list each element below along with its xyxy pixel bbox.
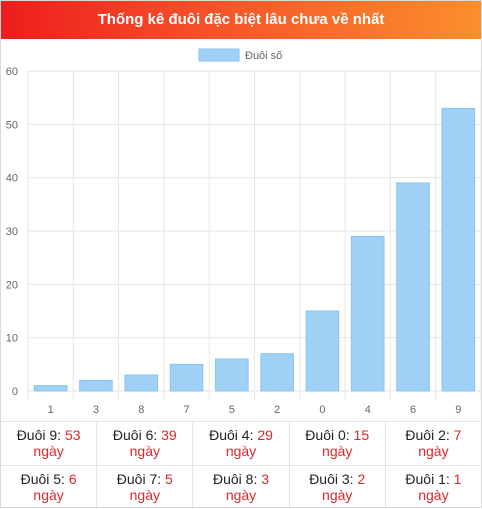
- x-tick-label: 3: [93, 404, 99, 416]
- cell-label: Đuôi 6:: [112, 427, 158, 443]
- cell-unit: ngày: [322, 487, 353, 503]
- stats-row: Đuôi 5: 6 ngày Đuôi 7: 5 ngày Đuôi 8: 3 …: [1, 465, 481, 509]
- cell-label: Đuôi 0:: [305, 427, 350, 443]
- cell-unit: ngày: [225, 443, 257, 459]
- cell-unit: ngày: [322, 443, 353, 459]
- bar-tail-0[interactable]: [305, 310, 340, 392]
- cell-value: 6: [68, 471, 77, 487]
- stats-cell: Đuôi 8: 3 ngày: [192, 466, 288, 509]
- cell-value: 7: [453, 427, 462, 443]
- x-tick-label: 7: [183, 404, 189, 416]
- cell-label: Đuôi 1:: [405, 471, 450, 487]
- bar-tail-3[interactable]: [79, 379, 113, 392]
- bar-tail-6[interactable]: [396, 182, 430, 392]
- bar-tail-4[interactable]: [350, 235, 385, 392]
- x-tick-label: 2: [274, 404, 280, 416]
- cell-label: Đuôi 4:: [209, 427, 254, 443]
- x-tick-label: 0: [319, 404, 325, 416]
- x-axis-ticks: 1 3 8 7 5 2 0 4 6 9: [48, 404, 462, 416]
- x-tick-label: 6: [410, 404, 416, 416]
- y-tick-label: 30: [6, 226, 18, 238]
- cell-label: Đuôi 7:: [116, 471, 162, 487]
- bar-tail-9[interactable]: [441, 107, 476, 392]
- cell-value: 1: [453, 471, 462, 487]
- y-tick-label: 0: [12, 386, 18, 398]
- cell-unit: ngày: [33, 487, 64, 503]
- stats-cell: Đuôi 3: 2 ngày: [288, 466, 385, 509]
- stats-cell: Đuôi 6: 39 ngày: [96, 422, 192, 465]
- x-tick-label: 9: [455, 404, 461, 416]
- cell-unit: ngày: [129, 487, 160, 503]
- cell-value: 5: [165, 471, 173, 487]
- cell-label: Đuôi 2:: [405, 427, 450, 443]
- x-tick-label: 1: [48, 404, 54, 416]
- cell-label: Đuôi 5:: [20, 471, 65, 487]
- x-tick-label: 4: [365, 404, 371, 416]
- cell-unit: ngày: [418, 487, 449, 503]
- cell-value: 53: [64, 427, 81, 443]
- card-title: Thống kê đuôi đặc biệt lâu chưa về nhất: [1, 1, 481, 39]
- cell-unit: ngày: [33, 443, 64, 459]
- y-tick-label: 40: [6, 173, 18, 185]
- cell-value: 39: [161, 427, 177, 443]
- cell-value: 29: [257, 427, 273, 443]
- stats-cell: Đuôi 7: 5 ngày: [96, 466, 192, 509]
- bar-tail-7[interactable]: [169, 363, 204, 392]
- y-tick-label: 60: [6, 66, 18, 78]
- bar-tail-2[interactable]: [260, 353, 294, 392]
- stats-cell: Đuôi 2: 7 ngày: [384, 422, 481, 465]
- stats-cell: Đuôi 9: 53 ngày: [1, 422, 96, 465]
- cell-value: 2: [357, 471, 366, 487]
- legend-swatch: [198, 48, 240, 62]
- stats-cell: Đuôi 5: 6 ngày: [1, 466, 96, 509]
- y-tick-label: 50: [6, 119, 18, 131]
- y-tick-label: 10: [6, 333, 18, 345]
- stats-cell: Đuôi 0: 15 ngày: [288, 422, 385, 465]
- stats-row: Đuôi 9: 53 ngày Đuôi 6: 39 ngày Đuôi 4: …: [1, 422, 481, 465]
- x-tick-label: 8: [138, 404, 144, 416]
- y-axis-ticks: 0 10 20 30 40 50 60: [6, 66, 18, 398]
- cell-unit: ngày: [225, 487, 257, 503]
- stats-cell: Đuôi 4: 29 ngày: [192, 422, 288, 465]
- stats-table: Đuôi 9: 53 ngày Đuôi 6: 39 ngày Đuôi 4: …: [1, 421, 481, 509]
- legend-label: Đuôi số: [245, 50, 282, 62]
- bars: [33, 107, 476, 392]
- cell-label: Đuôi 8:: [212, 471, 258, 487]
- cell-value: 15: [353, 427, 370, 443]
- y-tick-label: 20: [6, 279, 18, 291]
- cell-value: 3: [261, 471, 270, 487]
- cell-unit: ngày: [129, 443, 160, 459]
- legend[interactable]: Đuôi số: [198, 48, 282, 62]
- cell-label: Đuôi 3:: [309, 471, 354, 487]
- cell-label: Đuôi 9:: [16, 427, 62, 443]
- stats-cell: Đuôi 1: 1 ngày: [384, 466, 481, 509]
- bar-tail-1[interactable]: [33, 385, 68, 392]
- bar-tail-5[interactable]: [215, 358, 249, 392]
- grid: [27, 70, 481, 399]
- cell-unit: ngày: [418, 443, 449, 459]
- x-tick-label: 5: [229, 404, 235, 416]
- bar-tail-8[interactable]: [124, 374, 159, 392]
